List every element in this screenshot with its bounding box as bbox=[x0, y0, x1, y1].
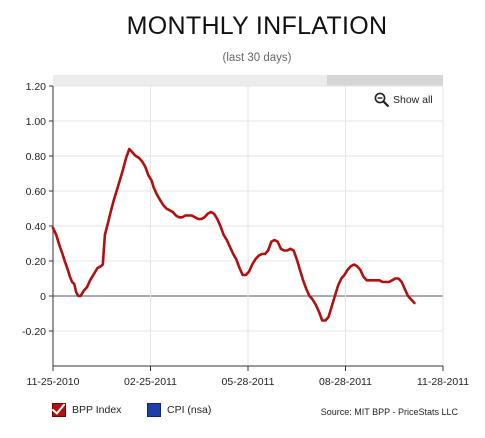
show-all-button[interactable]: Show all bbox=[374, 92, 433, 107]
y-tick-label: 0 bbox=[40, 291, 46, 303]
x-tick-label: 11-28-2011 bbox=[417, 376, 469, 388]
zoom-out-icon bbox=[374, 92, 389, 107]
y-tick-label: 0.40 bbox=[26, 221, 47, 233]
legend-label-cpi: CPI (nsa) bbox=[167, 404, 212, 416]
show-all-label: Show all bbox=[393, 93, 433, 106]
navigator-handle bbox=[327, 75, 443, 86]
chart-subtitle: (last 30 days) bbox=[222, 52, 292, 64]
x-tick-label: 05-28-2011 bbox=[222, 376, 275, 388]
y-tick-label: 1.00 bbox=[26, 116, 47, 128]
source-note: Source: MIT BPP - PriceStats LLC bbox=[320, 407, 458, 417]
series-line-bpp-index bbox=[51, 147, 416, 322]
legend-item-cpi[interactable]: CPI (nsa) bbox=[147, 403, 211, 417]
y-tick-label: 0.60 bbox=[26, 186, 47, 198]
x-tick-label: 08-28-2011 bbox=[319, 376, 372, 388]
y-tick-label: -0.20 bbox=[22, 326, 46, 338]
x-tick-label: 02-25-2011 bbox=[124, 376, 177, 388]
y-tick-label: 0.80 bbox=[26, 151, 47, 163]
legend-label-bpp: BPP Index bbox=[72, 404, 122, 416]
y-tick-label: 1.20 bbox=[26, 81, 47, 93]
legend-item-bpp[interactable]: BPP Index bbox=[51, 400, 122, 417]
checkbox-unchecked-icon[interactable] bbox=[147, 403, 161, 417]
chart-title: MONTHLY INFLATION bbox=[126, 12, 388, 40]
x-tick-label: 11-25-2010 bbox=[27, 376, 80, 388]
navigator-track bbox=[53, 75, 327, 86]
y-tick-label: 0.20 bbox=[26, 256, 47, 268]
checkbox-checked-icon[interactable] bbox=[51, 400, 66, 417]
